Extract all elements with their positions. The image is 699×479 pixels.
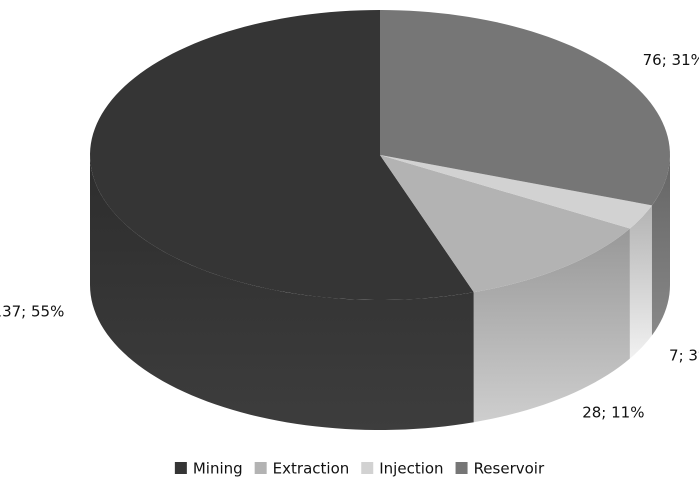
slice-side [629, 205, 652, 359]
slice-side [651, 155, 670, 336]
legend-swatch [361, 462, 374, 474]
legend-label: Mining [193, 460, 243, 478]
data-label: 28; 11% [582, 403, 644, 421]
data-label: 7; 3% [669, 346, 699, 364]
slice [380, 155, 652, 229]
data-label: 137; 55% [0, 303, 64, 321]
data-label: 76; 31% [643, 51, 699, 69]
slice-side [90, 155, 474, 430]
legend-swatch [455, 462, 468, 474]
legend-label: Extraction [273, 460, 350, 478]
legend-label: Injection [379, 460, 443, 478]
slice [380, 155, 630, 293]
legend-swatch [174, 462, 187, 474]
legend-label: Reservoir [474, 460, 545, 478]
slice [380, 10, 670, 206]
slice [90, 10, 474, 300]
slice-side [473, 228, 630, 423]
legend-swatch [254, 462, 267, 474]
